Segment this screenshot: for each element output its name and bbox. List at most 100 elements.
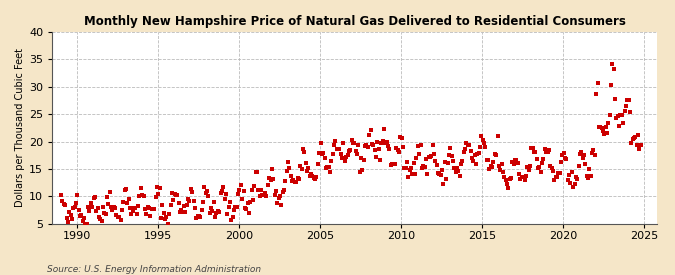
Point bbox=[95, 217, 106, 222]
Point bbox=[130, 205, 141, 210]
Point bbox=[295, 164, 306, 168]
Point bbox=[453, 169, 464, 173]
Point bbox=[188, 199, 199, 203]
Point bbox=[349, 141, 360, 145]
Point bbox=[168, 198, 179, 202]
Point bbox=[430, 159, 441, 164]
Point bbox=[541, 149, 551, 154]
Point bbox=[268, 177, 279, 181]
Point bbox=[388, 162, 399, 167]
Point bbox=[330, 139, 341, 144]
Point bbox=[315, 141, 326, 145]
Point bbox=[412, 144, 423, 148]
Point bbox=[383, 144, 394, 148]
Point bbox=[164, 212, 175, 216]
Point bbox=[97, 219, 107, 223]
Point bbox=[352, 152, 362, 156]
Point bbox=[152, 185, 163, 189]
Point bbox=[101, 211, 111, 216]
Point bbox=[167, 191, 178, 195]
Point bbox=[626, 141, 637, 146]
Point bbox=[454, 173, 465, 178]
Point bbox=[275, 193, 286, 198]
Point bbox=[577, 156, 588, 160]
Point bbox=[520, 174, 531, 179]
Point bbox=[493, 164, 504, 169]
Point bbox=[302, 169, 313, 173]
Point bbox=[267, 166, 277, 171]
Point bbox=[499, 174, 510, 179]
Point bbox=[431, 163, 442, 167]
Point bbox=[57, 199, 68, 203]
Point bbox=[236, 182, 246, 187]
Point bbox=[578, 153, 589, 157]
Point bbox=[109, 205, 119, 210]
Point bbox=[344, 149, 354, 153]
Point bbox=[410, 172, 421, 176]
Point bbox=[469, 153, 480, 157]
Point bbox=[183, 196, 194, 201]
Point bbox=[376, 141, 387, 145]
Point bbox=[448, 159, 458, 163]
Point bbox=[226, 218, 237, 222]
Point bbox=[128, 208, 138, 213]
Point bbox=[303, 166, 314, 170]
Point bbox=[597, 129, 608, 134]
Point bbox=[443, 153, 454, 157]
Point bbox=[584, 167, 595, 171]
Point bbox=[165, 203, 176, 208]
Point bbox=[67, 216, 78, 221]
Point bbox=[530, 149, 541, 154]
Point bbox=[252, 170, 263, 174]
Point bbox=[280, 179, 291, 183]
Point bbox=[445, 146, 456, 150]
Point bbox=[394, 150, 404, 155]
Point bbox=[619, 109, 630, 113]
Point bbox=[566, 170, 577, 174]
Point bbox=[245, 200, 256, 204]
Point bbox=[92, 206, 103, 210]
Point bbox=[556, 160, 566, 164]
Point bbox=[426, 154, 437, 158]
Point bbox=[379, 126, 389, 131]
Point bbox=[118, 200, 129, 204]
Point bbox=[68, 205, 79, 210]
Point bbox=[572, 177, 583, 181]
Point bbox=[516, 175, 527, 179]
Point bbox=[338, 141, 349, 146]
Point bbox=[260, 191, 271, 196]
Point bbox=[319, 155, 330, 160]
Point bbox=[202, 189, 213, 193]
Point bbox=[129, 206, 140, 210]
Point bbox=[422, 172, 433, 176]
Point bbox=[551, 175, 562, 179]
Point bbox=[611, 116, 622, 120]
Point bbox=[558, 151, 569, 155]
Point bbox=[524, 164, 535, 168]
Point bbox=[213, 209, 223, 214]
Point bbox=[321, 166, 331, 170]
Point bbox=[587, 151, 597, 155]
Point bbox=[438, 182, 449, 186]
Point bbox=[318, 151, 329, 155]
Point bbox=[612, 114, 623, 118]
Point bbox=[187, 190, 198, 194]
Point bbox=[593, 125, 604, 130]
Point bbox=[254, 194, 265, 198]
Point bbox=[241, 207, 252, 211]
Point bbox=[230, 205, 241, 210]
Point bbox=[515, 177, 526, 181]
Point bbox=[149, 207, 160, 211]
Point bbox=[442, 161, 453, 165]
Point bbox=[175, 210, 186, 214]
Point bbox=[284, 166, 295, 170]
Point bbox=[217, 189, 227, 193]
Point bbox=[437, 167, 448, 172]
Point bbox=[599, 132, 610, 136]
Point bbox=[171, 193, 182, 197]
Point bbox=[257, 192, 268, 197]
Point bbox=[329, 143, 340, 147]
Point bbox=[607, 61, 618, 66]
Point bbox=[414, 152, 425, 156]
Point bbox=[218, 185, 229, 189]
